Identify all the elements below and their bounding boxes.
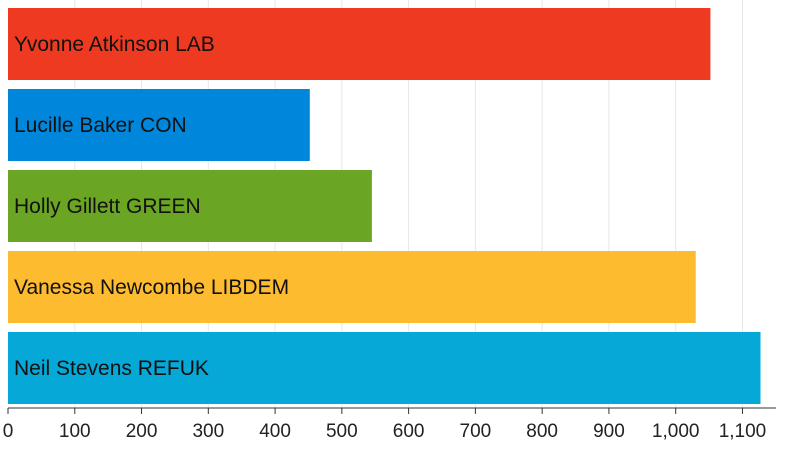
x-tick-label-800: 800 <box>526 421 558 442</box>
x-tick-label-1000: 1,000 <box>652 421 700 442</box>
bar-1 <box>8 8 711 80</box>
bar-labels: Yvonne Atkinson LAB Lucille Baker CON Holl… <box>14 33 289 380</box>
x-tick-label-0: 0 <box>3 421 14 442</box>
x-tick-label-600: 600 <box>393 421 425 442</box>
x-tick-label-1100: 1,100 <box>719 421 767 442</box>
x-tick-label-700: 700 <box>460 421 492 442</box>
x-tick-label-100: 100 <box>59 421 91 442</box>
bar-label-1: Yvonne Atkinson LAB <box>14 33 215 56</box>
bar-5 <box>8 332 761 404</box>
bars <box>8 8 761 404</box>
bar-label-5: Neil Stevens REFUK <box>14 357 209 380</box>
x-tick-label-400: 400 <box>259 421 291 442</box>
bar-label-3: Holly Gillett GREEN <box>14 195 201 218</box>
bar-2 <box>8 89 310 161</box>
bar-4 <box>8 251 696 323</box>
bar-label-4: Vanessa Newcombe LIBDEM <box>14 276 289 299</box>
x-tick-label-900: 900 <box>593 421 625 442</box>
x-tick-label-300: 300 <box>192 421 224 442</box>
x-axis-ticks: 0 100 200 300 400 500 600 700 800 900 1,000 1,100 <box>3 408 767 442</box>
bar-label-2: Lucille Baker CON <box>14 114 187 137</box>
x-tick-label-200: 200 <box>126 421 158 442</box>
bar-3 <box>8 170 372 242</box>
x-tick-label-500: 500 <box>326 421 358 442</box>
